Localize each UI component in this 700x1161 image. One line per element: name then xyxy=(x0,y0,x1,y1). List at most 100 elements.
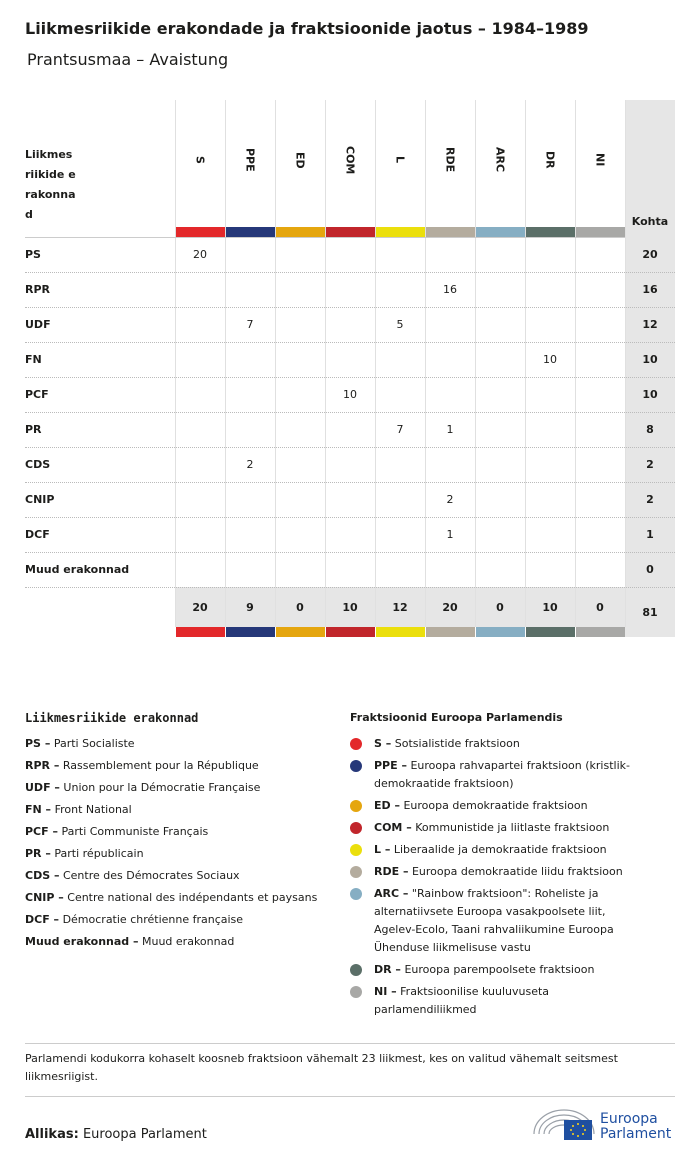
source: Allikas: Euroopa Parlament xyxy=(25,1127,207,1142)
group-header: COM xyxy=(343,145,357,175)
title: Liikmesriikide erakondade ja fraktsiooni… xyxy=(25,19,589,38)
row-label: Muud erakonnad xyxy=(25,563,130,576)
legend-name: Sotsialistide fraktsioon xyxy=(394,737,520,750)
legend-item: NI – Fraktsioonilise kuuluvuseta parlame… xyxy=(350,983,640,1019)
grand-total: 81 xyxy=(642,605,658,619)
legend-dot xyxy=(350,964,362,976)
corner-label: Liikmesriikide erakonnad xyxy=(25,148,76,221)
row-total: 2 xyxy=(646,493,654,506)
column-divider xyxy=(475,100,476,627)
legend-item: RPR – Rassemblement pour la République xyxy=(25,757,335,775)
source-label: Allikas: xyxy=(25,1127,79,1142)
legend-dot xyxy=(350,822,362,834)
group-header: RDE xyxy=(443,147,457,173)
cell-value: 10 xyxy=(543,353,557,366)
legend-title: Fraktsioonid Euroopa Parlamendis xyxy=(350,711,563,724)
cell-value: 20 xyxy=(193,248,207,261)
legend-item: ED – Euroopa demokraatide fraktsioon xyxy=(350,797,640,815)
row-total: 12 xyxy=(642,318,658,331)
legend-name: Muud erakonnad xyxy=(142,935,235,948)
legend-item: L – Liberaalide ja demokraatide fraktsio… xyxy=(350,841,640,859)
row-rule xyxy=(25,587,675,588)
legend-label: COM – xyxy=(374,821,412,834)
column-total: 20 xyxy=(192,600,208,614)
group-color-bar xyxy=(576,627,625,637)
group-color-bar xyxy=(326,627,375,637)
logo-line: Parlament xyxy=(600,1126,672,1142)
total-column-bg xyxy=(625,100,675,637)
row-total: 20 xyxy=(642,248,658,261)
column-divider xyxy=(625,100,626,627)
group-header: NI xyxy=(593,153,607,167)
legend-item: ARC – "Rainbow fraktsioon": Roheliste ja… xyxy=(350,885,640,957)
row-label: FN xyxy=(25,353,42,366)
row-label: RPR xyxy=(25,283,51,296)
group-color-bar xyxy=(576,227,625,237)
row-label: UDF xyxy=(25,318,51,331)
legend-label: PPE – xyxy=(374,759,407,772)
column-total: 0 xyxy=(296,600,304,614)
group-color-bar xyxy=(326,227,375,237)
legend-name: Euroopa parempoolsete fraktsioon xyxy=(404,963,595,976)
legend-name: Kommunistide ja liitlaste fraktsioon xyxy=(415,821,610,834)
legend-name: Rassemblement pour la République xyxy=(62,759,259,772)
cell-value: 2 xyxy=(446,493,454,506)
cell-value: 7 xyxy=(396,423,404,436)
column-total: 10 xyxy=(542,600,558,614)
row-total: 0 xyxy=(646,563,654,576)
legend-name: Euroopa rahvapartei fraktsioon (kristlik… xyxy=(374,759,630,790)
group-color-bar xyxy=(526,227,575,237)
group-color-bar xyxy=(526,627,575,637)
legend-dot xyxy=(350,986,362,998)
group-color-bar xyxy=(276,627,325,637)
group-header: ED xyxy=(293,151,307,169)
cell-value: 5 xyxy=(396,318,404,331)
legend-dot xyxy=(350,760,362,772)
row-rule xyxy=(25,517,675,518)
group-header: S xyxy=(193,156,207,164)
divider xyxy=(25,1043,675,1044)
row-label: PS xyxy=(25,248,41,261)
legend-label: RDE – xyxy=(374,865,409,878)
column-divider xyxy=(175,100,176,627)
row-label: PR xyxy=(25,423,42,436)
legend-item: CNIP – Centre national des indépendants … xyxy=(25,889,335,907)
legend-label: NI – xyxy=(374,985,397,998)
group-header: ARC xyxy=(493,147,507,173)
legend-dot xyxy=(350,844,362,856)
legend-label: L – xyxy=(374,843,391,856)
column-divider xyxy=(325,100,326,627)
row-total: 1 xyxy=(646,528,654,541)
legend-label: CDS – xyxy=(25,869,60,882)
header-rule xyxy=(25,237,625,238)
legend-name: Fraktsioonilise kuuluvuseta parlamendili… xyxy=(374,985,550,1016)
row-total: 8 xyxy=(646,423,654,436)
group-color-bar xyxy=(226,627,275,637)
cell-value: 16 xyxy=(443,283,457,296)
group-color-bar xyxy=(176,627,225,637)
group-header: DR xyxy=(543,151,557,169)
legend-item: UDF – Union pour la Démocratie Française xyxy=(25,779,335,797)
legend-item: FN – Front National xyxy=(25,801,335,819)
legend-dot xyxy=(350,800,362,812)
legend-name: Centre national des indépendants et pays… xyxy=(67,891,318,904)
legend-item: PS – Parti Socialiste xyxy=(25,735,335,753)
row-total: 10 xyxy=(642,388,658,401)
legend-dot xyxy=(350,738,362,750)
group-color-bar xyxy=(426,227,475,237)
row-total: 2 xyxy=(646,458,654,471)
logo-icon xyxy=(533,1109,595,1140)
legend-item: PR – Parti républicain xyxy=(25,845,335,863)
legend-name: Parti Communiste Français xyxy=(61,825,209,838)
legend-item: RDE – Euroopa demokraatide liidu fraktsi… xyxy=(350,863,640,881)
cell-value: 2 xyxy=(246,458,254,471)
legend-label: S – xyxy=(374,737,392,750)
row-label: PCF xyxy=(25,388,49,401)
group-color-bar xyxy=(476,627,525,637)
legend-label: PS – xyxy=(25,737,51,750)
row-rule xyxy=(25,307,675,308)
total-header: Kohta xyxy=(631,214,669,228)
legend-item: DR – Euroopa parempoolsete fraktsioon xyxy=(350,961,640,979)
legend-name: Union pour la Démocratie Française xyxy=(63,781,261,794)
divider xyxy=(25,1096,675,1097)
